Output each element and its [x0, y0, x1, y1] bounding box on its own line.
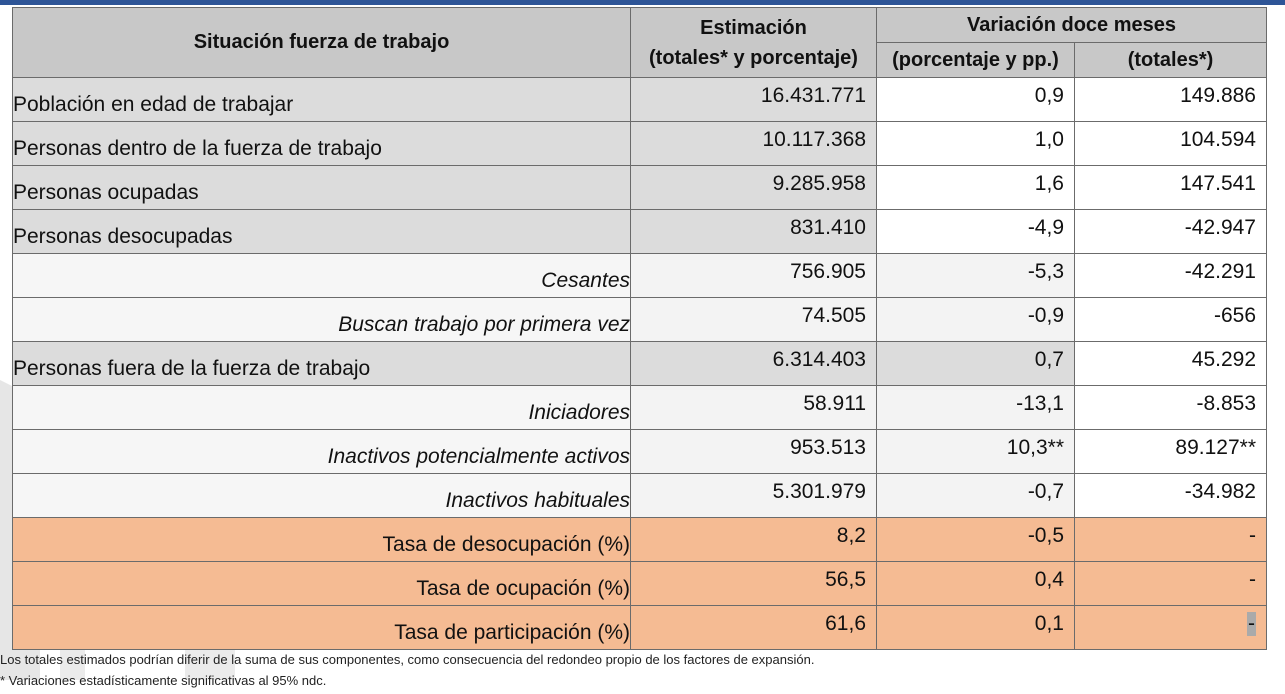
var-tot-cell: -34.982: [1074, 473, 1267, 518]
var-pct-cell: 0,9: [876, 77, 1075, 122]
header-situacion: Situación fuerza de trabajo: [12, 7, 631, 78]
var-tot-cell: 89.127**: [1074, 429, 1267, 474]
table-row: Buscan trabajo por primera vez 74.505 -0…: [12, 297, 1267, 342]
estimacion-cell: 61,6: [630, 605, 877, 650]
estimacion-cell: 58.911: [630, 385, 877, 430]
var-pct-cell: 10,3**: [876, 429, 1075, 474]
var-pct-cell: -4,9: [876, 209, 1075, 254]
table-row: Inactivos habituales 5.301.979 -0,7 -34.…: [12, 473, 1267, 518]
table-row: Iniciadores 58.911 -13,1 -8.853: [12, 385, 1267, 430]
row-label: Personas fuera de la fuerza de trabajo: [12, 341, 631, 386]
footnote-significance: * Variaciones estadísticamente significa…: [0, 673, 327, 688]
header-variacion-totales: (totales*): [1074, 42, 1267, 78]
var-tot-cell: -656: [1074, 297, 1267, 342]
row-label: Personas ocupadas: [12, 165, 631, 210]
row-label: Tasa de participación (%): [12, 605, 631, 650]
var-pct-cell: -0,9: [876, 297, 1075, 342]
estimacion-cell: 756.905: [630, 253, 877, 298]
var-tot-cell: 45.292: [1074, 341, 1267, 386]
table-row: Tasa de desocupación (%) 8,2 -0,5 -: [12, 517, 1267, 562]
var-pct-cell: -0,7: [876, 473, 1075, 518]
header-estimacion-line2: (totales* y porcentaje): [649, 46, 858, 69]
labor-force-table: Situación fuerza de trabajo Estimación (…: [12, 7, 1267, 650]
top-accent-bar: [0, 0, 1285, 5]
header-estimacion-line1: Estimación: [700, 16, 807, 39]
row-label: Inactivos habituales: [12, 473, 631, 518]
estimacion-cell: 56,5: [630, 561, 877, 606]
var-tot-cell: -42.291: [1074, 253, 1267, 298]
var-pct-cell: 1,0: [876, 121, 1075, 166]
header-estimacion: Estimación (totales* y porcentaje): [630, 7, 877, 78]
header-variacion-porcentaje: (porcentaje y pp.): [876, 42, 1075, 78]
var-tot-cell: 147.541: [1074, 165, 1267, 210]
table-row: Tasa de participación (%) 61,6 0,1 -: [12, 605, 1267, 650]
var-tot-cell: -42.947: [1074, 209, 1267, 254]
var-pct-cell: 0,7: [876, 341, 1075, 386]
var-tot-cell: 149.886: [1074, 77, 1267, 122]
var-pct-cell: 0,1: [876, 605, 1075, 650]
var-tot-cell: 104.594: [1074, 121, 1267, 166]
row-label: Cesantes: [12, 253, 631, 298]
var-tot-cell: -: [1074, 517, 1267, 562]
var-tot-cell: -8.853: [1074, 385, 1267, 430]
table-row: Personas desocupadas 831.410 -4,9 -42.94…: [12, 209, 1267, 254]
var-pct-cell: -5,3: [876, 253, 1075, 298]
row-label: Personas dentro de la fuerza de trabajo: [12, 121, 631, 166]
estimacion-cell: 8,2: [630, 517, 877, 562]
estimacion-cell: 16.431.771: [630, 77, 877, 122]
row-label: Iniciadores: [12, 385, 631, 430]
var-pct-cell: 0,4: [876, 561, 1075, 606]
estimacion-cell: 953.513: [630, 429, 877, 474]
row-label: Buscan trabajo por primera vez: [12, 297, 631, 342]
estimacion-cell: 831.410: [630, 209, 877, 254]
table-row: Personas dentro de la fuerza de trabajo …: [12, 121, 1267, 166]
table-row: Personas ocupadas 9.285.958 1,6 147.541: [12, 165, 1267, 210]
table-row: Personas fuera de la fuerza de trabajo 6…: [12, 341, 1267, 386]
var-pct-cell: 1,6: [876, 165, 1075, 210]
var-pct-cell: -0,5: [876, 517, 1075, 562]
var-tot-cell: -: [1074, 605, 1267, 650]
estimacion-cell: 6.314.403: [630, 341, 877, 386]
estimacion-cell: 5.301.979: [630, 473, 877, 518]
row-label: Inactivos potencialmente activos: [12, 429, 631, 474]
estimacion-cell: 74.505: [630, 297, 877, 342]
row-label: Tasa de ocupación (%): [12, 561, 631, 606]
var-tot-cell: -: [1074, 561, 1267, 606]
row-label: Población en edad de trabajar: [12, 77, 631, 122]
footnote-rounding: Los totales estimados podrían diferir de…: [0, 652, 815, 667]
estimacion-cell: 9.285.958: [630, 165, 877, 210]
row-label: Tasa de desocupación (%): [12, 517, 631, 562]
table-row: Inactivos potencialmente activos 953.513…: [12, 429, 1267, 474]
row-label: Personas desocupadas: [12, 209, 631, 254]
table-row: Población en edad de trabajar 16.431.771…: [12, 77, 1267, 122]
header-variacion-group: Variación doce meses: [876, 7, 1267, 43]
var-pct-cell: -13,1: [876, 385, 1075, 430]
selected-dash: -: [1247, 612, 1256, 636]
table-row: Tasa de ocupación (%) 56,5 0,4 -: [12, 561, 1267, 606]
table-row: Cesantes 756.905 -5,3 -42.291: [12, 253, 1267, 298]
estimacion-cell: 10.117.368: [630, 121, 877, 166]
